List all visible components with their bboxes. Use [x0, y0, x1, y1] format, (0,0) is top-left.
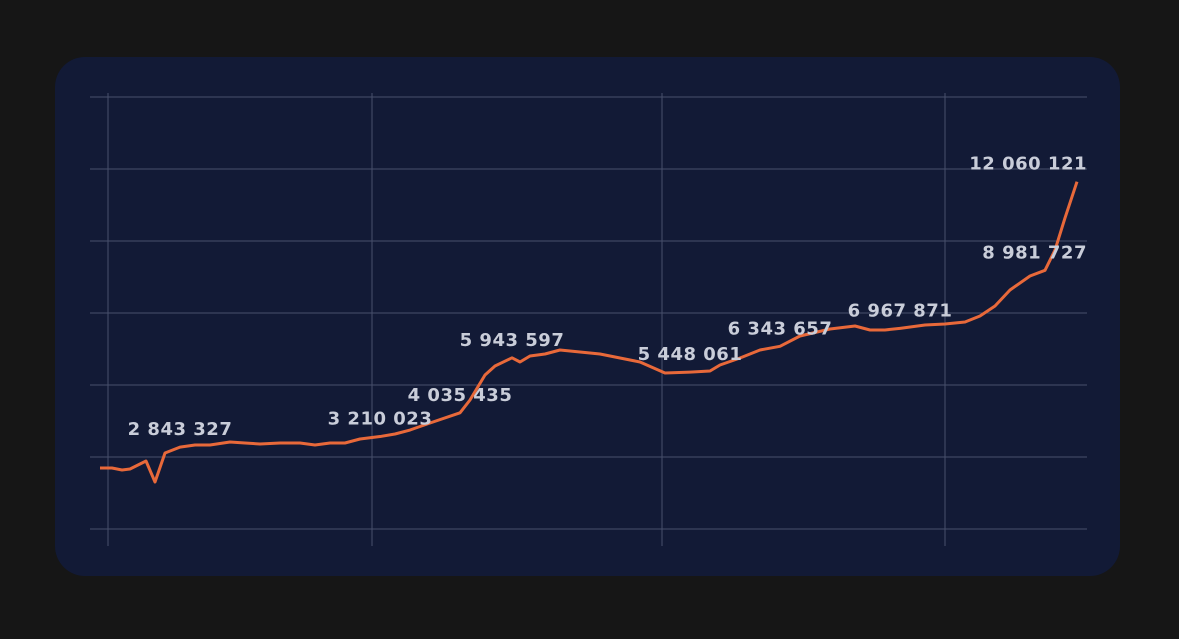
data-label: 12 060 121 — [969, 154, 1087, 175]
data-line — [100, 181, 1079, 484]
data-label: 5 943 597 — [460, 330, 565, 351]
data-label: 8 981 727 — [982, 242, 1087, 263]
plot-area: 2 843 327 3 210 023 4 035 435 5 943 597 5 44… — [100, 154, 1087, 484]
grid — [90, 93, 1087, 546]
data-label: 3 210 023 — [328, 409, 433, 430]
chart-panel — [55, 57, 1120, 576]
data-label: 4 035 435 — [408, 385, 513, 406]
data-label: 5 448 061 — [638, 344, 743, 365]
data-label: 2 843 327 — [128, 419, 233, 440]
data-label: 6 967 871 — [848, 300, 953, 321]
data-label: 6 343 657 — [728, 318, 833, 339]
